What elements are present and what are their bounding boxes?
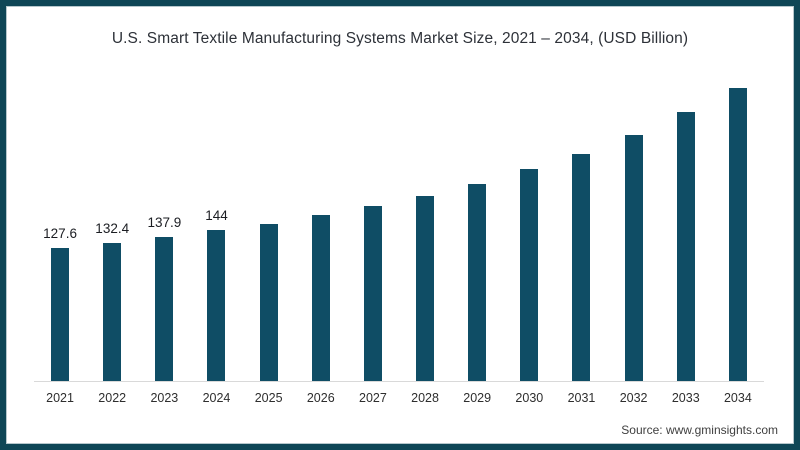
bar-2025 bbox=[259, 223, 278, 382]
bar-chart-plot-area: 127.6 2021 132.4 2022 137.9 2023 144 2024 2025 20… bbox=[34, 82, 764, 405]
bar-column: 2031 bbox=[555, 82, 607, 405]
bar-column: 127.6 2021 bbox=[34, 82, 86, 405]
bar-column: 2025 bbox=[243, 82, 295, 405]
bar-2023 bbox=[155, 236, 174, 382]
x-axis-tick-label: 2023 bbox=[150, 391, 179, 405]
bar-column: 144 2024 bbox=[190, 82, 242, 405]
x-axis-tick-label: 2031 bbox=[567, 391, 596, 405]
x-axis-tick-label: 2028 bbox=[411, 391, 439, 405]
x-axis-tick-label: 2034 bbox=[723, 391, 752, 405]
source-attribution: Source: www.gminsights.com bbox=[621, 423, 778, 437]
bar-2022 bbox=[103, 242, 122, 382]
bar-column: 137.9 2023 bbox=[138, 82, 190, 405]
x-axis-tick-label: 2021 bbox=[46, 391, 74, 405]
bar-2034 bbox=[728, 88, 747, 382]
bar-2031 bbox=[572, 153, 591, 382]
x-axis-tick-label: 2033 bbox=[671, 391, 700, 405]
bar-2033 bbox=[676, 112, 695, 382]
bar-value-label: 137.9 bbox=[147, 214, 182, 230]
bar-column: 2030 bbox=[503, 82, 555, 405]
bar-column: 132.4 2022 bbox=[86, 82, 138, 405]
bar-column: 2029 bbox=[451, 82, 503, 405]
bar-2029 bbox=[468, 184, 487, 382]
bar-value-label: 127.6 bbox=[43, 225, 77, 241]
bar-column: 2032 bbox=[608, 82, 660, 405]
bar-column: 2034 bbox=[712, 82, 764, 405]
bar-2030 bbox=[520, 169, 539, 382]
x-axis-tick-label: 2027 bbox=[359, 391, 387, 405]
bar-column: 2027 bbox=[347, 82, 399, 405]
x-axis-tick-label: 2030 bbox=[515, 391, 544, 405]
bar-2024 bbox=[207, 230, 226, 382]
bar-2028 bbox=[416, 195, 435, 382]
x-axis-line bbox=[34, 381, 764, 382]
x-axis-tick-label: 2022 bbox=[98, 391, 127, 405]
x-axis-tick-label: 2029 bbox=[463, 391, 492, 405]
x-axis-tick-label: 2026 bbox=[306, 391, 335, 405]
bar-2027 bbox=[363, 205, 382, 382]
bars-container: 127.6 2021 132.4 2022 137.9 2023 144 2024 2025 20… bbox=[34, 82, 764, 405]
chart-title: U.S. Smart Textile Manufacturing Systems… bbox=[111, 30, 689, 47]
x-axis-tick-label: 2032 bbox=[619, 391, 648, 405]
bar-column: 2028 bbox=[399, 82, 451, 405]
bar-2026 bbox=[311, 214, 330, 382]
bar-2032 bbox=[624, 135, 643, 382]
bar-value-label: 132.4 bbox=[95, 220, 130, 236]
bar-2021 bbox=[51, 247, 70, 382]
bar-value-label: 144 bbox=[205, 208, 228, 224]
x-axis-tick-label: 2025 bbox=[254, 391, 283, 405]
x-axis-tick-label: 2024 bbox=[202, 391, 231, 405]
bar-column: 2033 bbox=[660, 82, 712, 405]
bar-column: 2026 bbox=[295, 82, 347, 405]
